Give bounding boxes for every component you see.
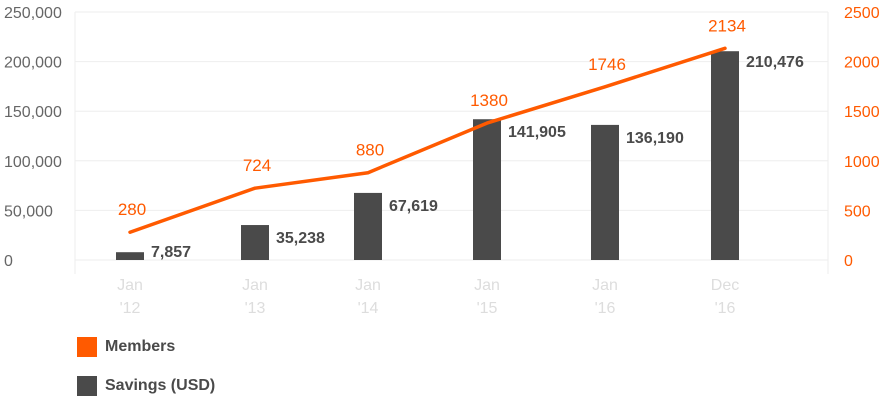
savings-bar <box>354 192 382 260</box>
right-tick-label: 2500 <box>844 5 880 22</box>
members-value-label: 724 <box>243 156 271 175</box>
left-tick-label: 150,000 <box>4 104 62 121</box>
members-swatch <box>77 337 97 357</box>
category-label: '15 <box>477 300 498 317</box>
left-tick-label: 50,000 <box>4 203 53 220</box>
category-label: Jan <box>474 277 500 294</box>
left-tick-label: 200,000 <box>4 55 62 72</box>
category-label: '16 <box>715 300 736 317</box>
category-label: Jan <box>355 277 381 294</box>
legend-savings: Savings (USD) <box>77 376 215 396</box>
savings-labels: 7,857 35,238 67,619 141,905 136,190 210,476 <box>151 54 804 261</box>
members-value-label: 880 <box>356 141 384 160</box>
savings-value-label: 136,190 <box>626 130 684 147</box>
members-polyline <box>128 46 727 234</box>
right-tick-label: 1500 <box>844 104 880 121</box>
category-label: Jan <box>242 277 268 294</box>
right-tick-label: 500 <box>844 203 871 220</box>
members-labels: 280 724 880 1380 1746 2134 <box>118 16 746 219</box>
right-tick-label: 1000 <box>844 154 880 171</box>
members-value-label: 1746 <box>588 55 626 74</box>
savings-value-label: 7,857 <box>151 244 191 261</box>
members-value-label: 1380 <box>470 91 508 110</box>
right-tick-label: 2000 <box>844 55 880 72</box>
category-label: '13 <box>245 300 266 317</box>
savings-value-label: 35,238 <box>276 230 325 247</box>
grid-lines <box>74 11 829 274</box>
category-label: '16 <box>595 300 616 317</box>
combo-chart: 0 50,000 100,000 150,000 200,000 250,000 0 500… <box>4 5 880 317</box>
members-legend-label: Members <box>105 338 176 355</box>
members-line <box>128 46 727 234</box>
category-label: '14 <box>358 300 379 317</box>
members-value-label: 2134 <box>708 16 746 35</box>
savings-bar <box>241 225 269 260</box>
legend-members: Members <box>77 337 175 357</box>
savings-bar <box>473 119 501 260</box>
savings-value-label: 67,619 <box>389 198 438 215</box>
category-label: '12 <box>120 300 141 317</box>
savings-value-label: 141,905 <box>508 124 566 141</box>
right-axis: 0 500 1000 1500 2000 2500 <box>844 5 880 270</box>
left-tick-label: 100,000 <box>4 154 62 171</box>
savings-legend-label: Savings (USD) <box>105 377 216 394</box>
savings-bar <box>116 252 144 260</box>
savings-swatch <box>77 376 97 396</box>
savings-bar <box>711 51 739 260</box>
right-tick-label: 0 <box>844 253 853 270</box>
savings-bars <box>116 51 739 260</box>
left-tick-label: 0 <box>4 253 13 270</box>
category-label: Jan <box>592 277 618 294</box>
savings-bar <box>591 124 619 260</box>
x-axis-labels: Jan '12 Jan '13 Jan '14 Jan '15 Jan '16 Dec '16 <box>117 277 739 317</box>
left-tick-label: 250,000 <box>4 5 62 22</box>
left-axis: 0 50,000 100,000 150,000 200,000 250,000 <box>4 5 62 270</box>
members-value-label: 280 <box>118 200 146 219</box>
category-label: Dec <box>711 277 739 294</box>
category-label: Jan <box>117 277 143 294</box>
savings-value-label: 210,476 <box>746 54 804 71</box>
